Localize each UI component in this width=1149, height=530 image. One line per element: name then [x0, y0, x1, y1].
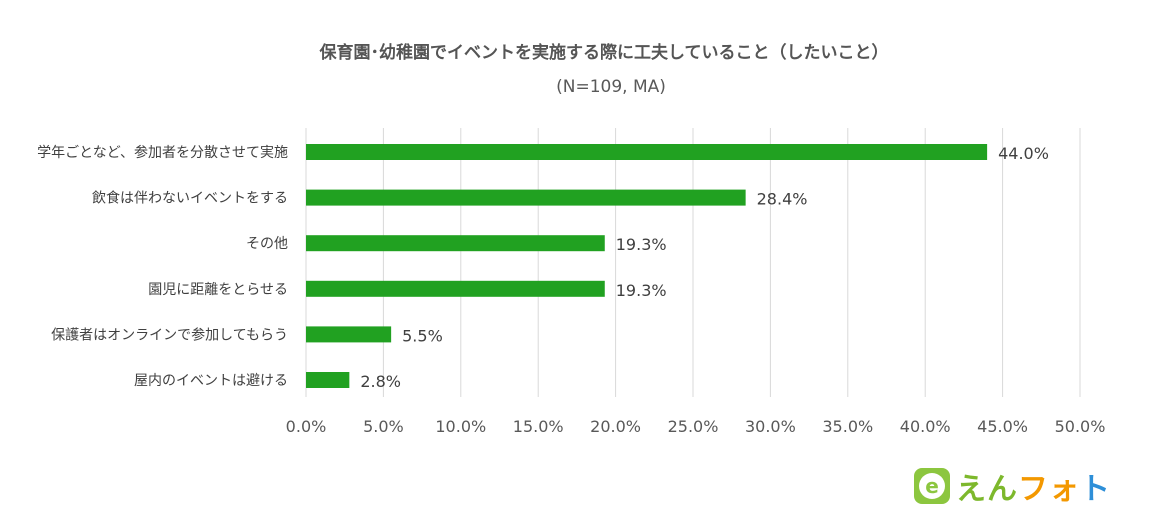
- logo-text-part: フォ: [1018, 472, 1080, 507]
- x-tick-label: 10.0%: [435, 417, 486, 436]
- logo-text-part: ト: [1080, 472, 1111, 507]
- category-label: 屋内のイベントは避ける: [134, 373, 288, 389]
- data-label: 28.4%: [757, 190, 808, 209]
- x-tick-label: 20.0%: [590, 417, 641, 436]
- data-label: 44.0%: [998, 144, 1049, 163]
- chart-title: 保育園･幼稚園でイベントを実施する際に工夫していること（したいこと）: [319, 42, 889, 63]
- x-tick-label: 5.0%: [363, 417, 404, 436]
- bar: [306, 144, 988, 160]
- bar: [306, 372, 350, 388]
- x-tick-label: 50.0%: [1055, 417, 1106, 436]
- data-labels: 44.0% 28.4% 19.3% 19.3% 5.5% 2.8%: [360, 144, 1049, 391]
- x-tick-label: 40.0%: [900, 417, 951, 436]
- enphoto-logo: e えんフォト: [914, 464, 1111, 508]
- data-label: 19.3%: [616, 235, 667, 254]
- x-tick-label: 0.0%: [286, 417, 327, 436]
- x-tick-label: 30.0%: [745, 417, 796, 436]
- category-label: 学年ごとなど、参加者を分散させて実施: [37, 144, 288, 161]
- data-label: 19.3%: [616, 281, 667, 300]
- logo-text: えんフォト: [956, 464, 1111, 508]
- bar: [306, 326, 392, 343]
- category-labels: 学年ごとなど、参加者を分散させて実施飲食は伴わないイベントをするその他園児に距離…: [37, 144, 288, 389]
- x-tick-label: 35.0%: [822, 417, 873, 436]
- chart-subtitle: (N=109, MA): [556, 77, 666, 97]
- x-tick-label: 25.0%: [668, 417, 719, 436]
- category-label: 飲食は伴わないイベントをする: [92, 190, 288, 207]
- category-label: 園児に距離をとらせる: [148, 281, 288, 298]
- x-axis-tick-labels: 0.0% 5.0% 10.0% 15.0% 20.0% 25.0% 30.0% 35.0% 40…: [286, 417, 1106, 436]
- category-label: 保護者はオンラインで参加してもらう: [51, 326, 288, 343]
- logo-text-part: えん: [956, 472, 1018, 507]
- logo-badge-icon: e: [914, 468, 950, 504]
- data-label: 2.8%: [360, 372, 401, 391]
- bar: [306, 235, 605, 252]
- category-label: その他: [246, 236, 288, 252]
- gridlines: [305, 128, 1081, 397]
- bars: [306, 144, 988, 388]
- data-label: 5.5%: [402, 326, 443, 345]
- logo-badge-letter: e: [919, 473, 945, 499]
- bar: [306, 189, 746, 206]
- x-tick-label: 45.0%: [977, 417, 1028, 436]
- bar: [306, 280, 605, 297]
- x-tick-label: 15.0%: [513, 417, 564, 436]
